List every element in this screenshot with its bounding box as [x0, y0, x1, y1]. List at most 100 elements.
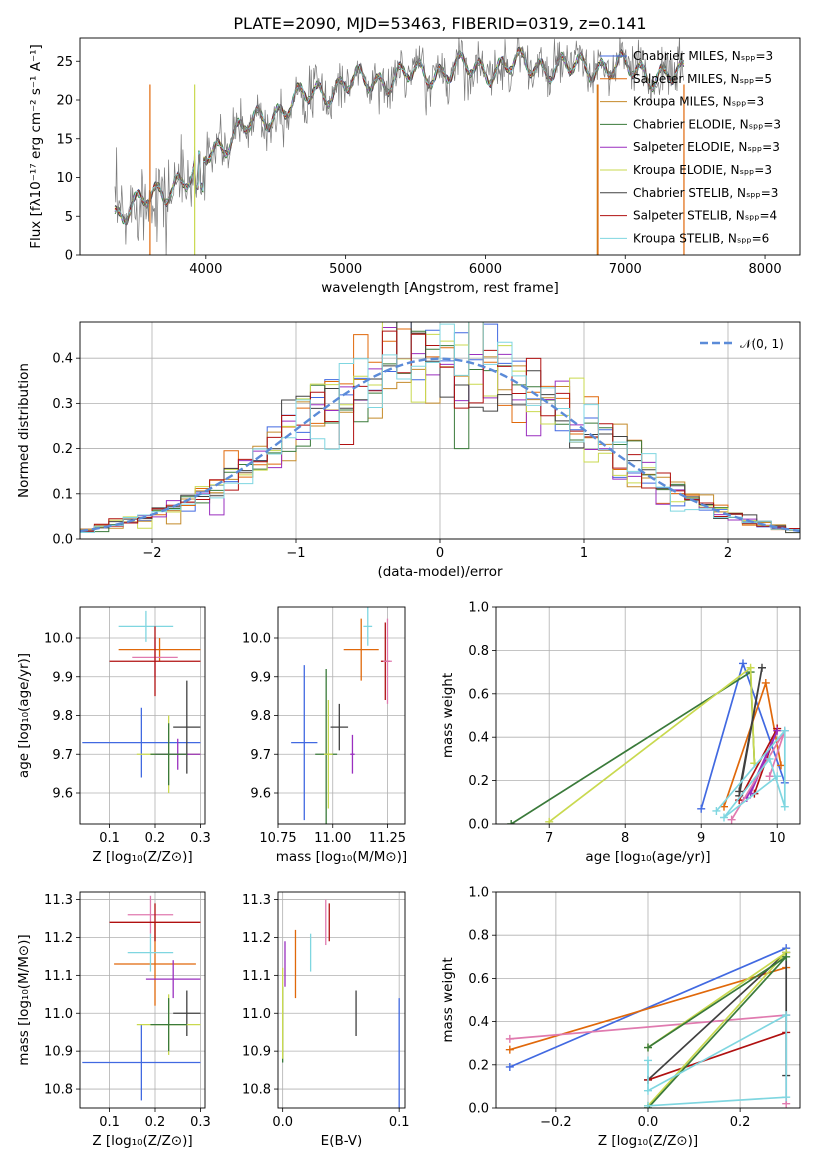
weight-point [720, 802, 728, 811]
y-tick-label: 10.9 [242, 1045, 271, 1060]
weight-z-frame [495, 891, 801, 1109]
x-tick-label: 11.00 [314, 831, 351, 846]
histogram-step-8 [80, 322, 800, 533]
legend-entry: Kroupa STELIB, Nₛₚₚ=6 [633, 231, 769, 245]
x-tick-label: −2 [142, 546, 161, 561]
x-tick-label: 10.75 [259, 831, 296, 846]
y-tick-label: 9.7 [250, 748, 271, 763]
y-tick-label: 9.6 [52, 787, 73, 802]
weight-point [720, 813, 728, 822]
x-axis-label: wavelength [Angstrom, rest frame] [321, 280, 559, 296]
x-tick-label: 1 [580, 546, 588, 561]
y-tick-label: 9.8 [250, 709, 271, 724]
x-axis-label: Z [log₁₀(Z/Z⊙)] [92, 849, 192, 865]
y-tick-label: 9.7 [52, 748, 73, 763]
residuals-marks [80, 322, 800, 534]
x-axis-label: Z [log₁₀(Z/Z⊙)] [598, 1133, 698, 1149]
y-tick-label: 1.0 [468, 601, 489, 616]
y-tick-label: 9.8 [52, 709, 73, 724]
spectrum-marks [114, 38, 685, 255]
y-tick-label: 11.1 [242, 969, 271, 984]
y-tick-label: 0.2 [52, 442, 73, 457]
legend-entry: Salpeter ELODIE, Nₛₚₚ=3 [633, 140, 780, 154]
chart-title: PLATE=2090, MJD=53463, FIBERID=0319, z=0… [233, 14, 646, 33]
y-tick-label: 0.4 [468, 731, 489, 746]
y-tick-label: 0.8 [468, 644, 489, 659]
y-tick-label: 0.1 [52, 487, 73, 502]
weight-point [712, 806, 721, 815]
y-tick-label: 15 [56, 132, 73, 147]
y-tick-label: 0.0 [468, 1102, 489, 1117]
y-tick-label: 10.8 [242, 1083, 271, 1098]
y-axis-label: mass [log₁₀(M/M⊙)] [16, 934, 32, 1065]
x-tick-label: 2 [724, 546, 732, 561]
weight-point [735, 787, 744, 796]
y-tick-label: 1.0 [468, 886, 489, 901]
y-axis-label: Normed distribution [16, 363, 32, 498]
weight-point [644, 1101, 652, 1108]
weight-point [782, 1011, 791, 1020]
data-spectrum-line [114, 38, 685, 255]
x-tick-label: 0.2 [730, 1115, 751, 1130]
x-tick-label: 0.3 [190, 831, 211, 846]
legend-entry: Salpeter STELIB, Nₛₚₚ=4 [633, 209, 777, 223]
legend-entry: Kroupa MILES, Nₛₚₚ=3 [633, 95, 764, 109]
weight-point [505, 1062, 514, 1071]
y-tick-label: 20 [56, 94, 73, 109]
y-tick-label: 10.0 [242, 632, 271, 647]
weight-series-1 [509, 966, 787, 1051]
weight-point [505, 1045, 514, 1054]
legend-entry: Kroupa ELODIE, Nₛₚₚ=3 [633, 163, 772, 177]
weight-series-2 [548, 666, 756, 823]
x-tick-label: 0.2 [145, 831, 166, 846]
x-tick-label: 0.1 [99, 1115, 120, 1130]
mass-ebv-frame [277, 891, 406, 1109]
y-tick-label: 0 [65, 249, 73, 264]
legend-entry: Chabrier STELIB, Nₛₚₚ=3 [633, 186, 778, 200]
y-tick-label: 11.2 [44, 931, 73, 946]
weight-point [773, 772, 782, 781]
x-tick-label: 11.25 [369, 831, 406, 846]
x-tick-label: 9 [697, 831, 705, 846]
x-axis-label: (data-model)/error [377, 564, 503, 580]
age-mass-marks [291, 607, 392, 824]
y-tick-label: 0.4 [52, 352, 73, 367]
legend-entry: Salpeter MILES, Nₛₚₚ=5 [633, 72, 772, 86]
x-tick-label: −1 [286, 546, 305, 561]
y-tick-label: 5 [65, 210, 73, 225]
y-axis-label: mass weight [440, 957, 456, 1042]
weight-age-marks [507, 659, 789, 824]
y-tick-label: 25 [56, 55, 73, 70]
weight-point [727, 815, 736, 824]
weight-point [780, 726, 789, 735]
x-tick-label: 0.1 [99, 831, 120, 846]
weight-point [773, 726, 782, 735]
weight-series-8 [715, 728, 786, 819]
x-tick-label: 6000 [469, 262, 502, 277]
x-tick-label: 5000 [329, 262, 362, 277]
y-tick-label: 10 [56, 171, 73, 186]
y-tick-label: 11.3 [44, 893, 73, 908]
x-tick-label: 10 [769, 831, 786, 846]
age-z-marks [82, 610, 201, 793]
weight-point [739, 659, 747, 668]
weight-series-0 [509, 947, 787, 1068]
y-tick-label: 10.0 [44, 632, 73, 647]
y-tick-label: 0.6 [468, 687, 489, 702]
weight-point [782, 1093, 791, 1102]
y-tick-label: 0.0 [52, 533, 73, 548]
y-tick-label: 10.8 [44, 1083, 73, 1098]
x-tick-label: 7 [545, 831, 553, 846]
y-tick-label: 0.3 [52, 397, 73, 412]
weight-point [644, 1043, 652, 1052]
weight-point [780, 802, 789, 811]
weight-point [758, 663, 766, 672]
y-tick-label: 0.6 [468, 972, 489, 987]
weight-age-frame [495, 606, 801, 825]
legend-entry: 𝒩(0, 1) [740, 337, 784, 351]
frame-layer [76, 37, 801, 1112]
y-axis-label: age [log₁₀(age/yr)] [16, 653, 32, 778]
weight-point [697, 804, 706, 813]
legend-entry: Chabrier ELODIE, Nₛₚₚ=3 [633, 117, 781, 131]
